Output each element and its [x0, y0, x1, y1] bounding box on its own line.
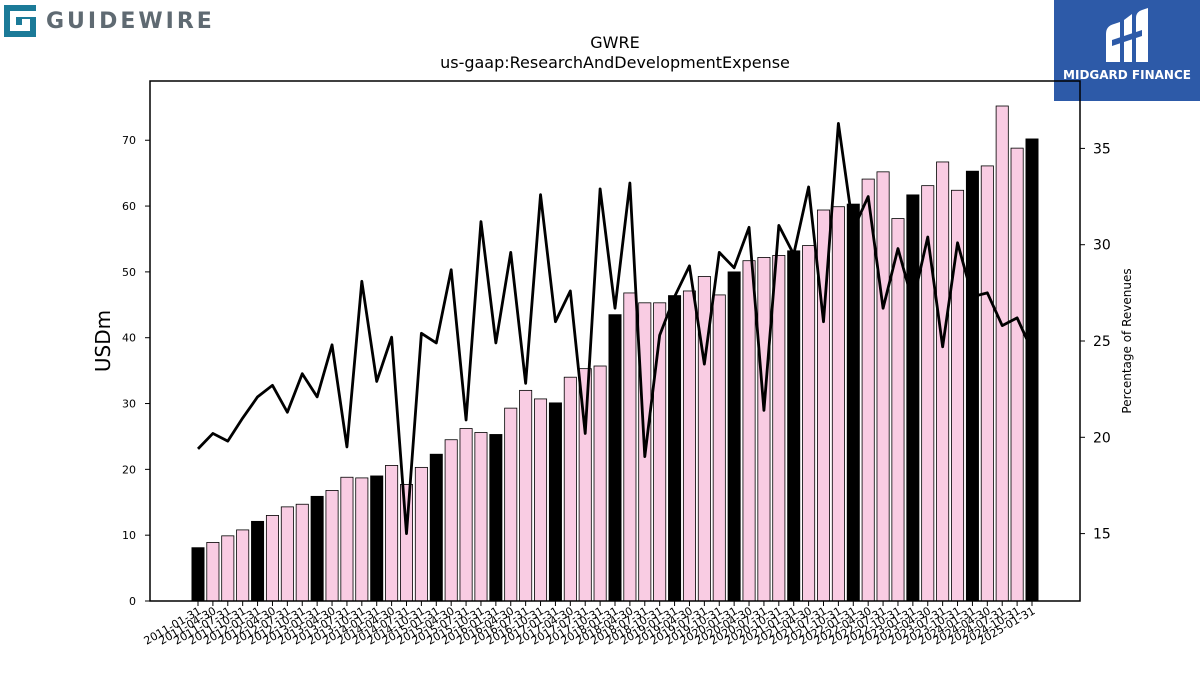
bar	[802, 245, 816, 602]
bar	[668, 295, 682, 602]
y2-tick-label: 35	[1093, 141, 1111, 157]
bar	[534, 398, 548, 602]
bar	[906, 194, 920, 602]
bar	[399, 484, 413, 602]
bar	[965, 170, 979, 602]
y-axis-label: USDm	[91, 310, 115, 372]
bar	[489, 434, 503, 602]
bar	[221, 535, 235, 602]
bar	[385, 465, 399, 602]
bar	[995, 105, 1009, 602]
guidewire-logo-text: GUIDEWIRE	[46, 8, 215, 34]
bar	[1010, 147, 1024, 602]
y-tick-label: 20	[122, 463, 136, 476]
bar	[936, 161, 950, 602]
bar	[340, 476, 354, 602]
bar	[280, 506, 294, 602]
bar	[831, 206, 845, 602]
y-tick-label: 60	[122, 200, 136, 213]
chart-title: GWRE	[590, 33, 639, 52]
bar	[682, 290, 696, 602]
y2-tick-label: 15	[1093, 527, 1111, 543]
bar	[980, 165, 994, 602]
bar	[265, 515, 279, 602]
bar	[772, 255, 786, 602]
bar	[370, 475, 384, 602]
bar	[504, 407, 518, 602]
bar	[295, 503, 309, 602]
bar	[921, 185, 935, 602]
y2-axis-label: Percentage of Revenues	[1120, 268, 1134, 413]
bar	[191, 547, 205, 602]
bar	[593, 365, 607, 602]
bar	[325, 490, 339, 602]
axes-group: 01020304050607015202530352011-01-312011-…	[122, 80, 1111, 648]
line-group	[196, 121, 1034, 535]
bar	[623, 292, 637, 602]
y2-tick-label: 25	[1093, 334, 1111, 350]
bar	[727, 271, 741, 602]
bar	[548, 402, 562, 602]
bar	[608, 314, 622, 602]
bar	[653, 302, 667, 602]
bar	[712, 294, 726, 602]
bar	[876, 171, 890, 602]
guidewire-logo: GUIDEWIRE	[4, 4, 215, 38]
midgard-logo-text: MIDGARD FINANCE	[1063, 68, 1191, 82]
bars-group	[191, 105, 1039, 602]
y-tick-label: 70	[122, 134, 136, 147]
bar	[251, 520, 265, 602]
chart-subtitle: us-gaap:ResearchAndDevelopmentExpense	[440, 53, 790, 72]
bar	[787, 250, 801, 602]
bar	[414, 466, 428, 602]
ratio-line	[196, 121, 1034, 535]
y2-tick-label: 20	[1093, 430, 1111, 446]
bar	[310, 495, 324, 602]
midgard-logo-icon	[1106, 8, 1148, 62]
y2-tick-label: 30	[1093, 238, 1111, 254]
bar	[891, 218, 905, 602]
bar	[236, 529, 250, 602]
midgard-finance-logo: MIDGARD FINANCE	[1054, 0, 1200, 101]
bar	[846, 203, 860, 602]
y-tick-label: 10	[122, 529, 136, 542]
bar	[563, 376, 577, 602]
bar	[519, 389, 533, 602]
bar	[429, 453, 443, 602]
bar	[1025, 138, 1039, 602]
y-tick-label: 40	[122, 332, 136, 345]
bar	[742, 260, 756, 602]
bar	[206, 542, 220, 602]
y-tick-label: 30	[122, 398, 136, 411]
y-tick-label: 0	[129, 595, 136, 608]
bar	[459, 428, 473, 602]
bar	[474, 432, 488, 602]
bar	[444, 439, 458, 602]
bar	[757, 257, 771, 602]
y-tick-label: 50	[122, 266, 136, 279]
guidewire-logo-icon	[4, 5, 36, 37]
bar	[861, 178, 875, 602]
bar	[355, 477, 369, 602]
